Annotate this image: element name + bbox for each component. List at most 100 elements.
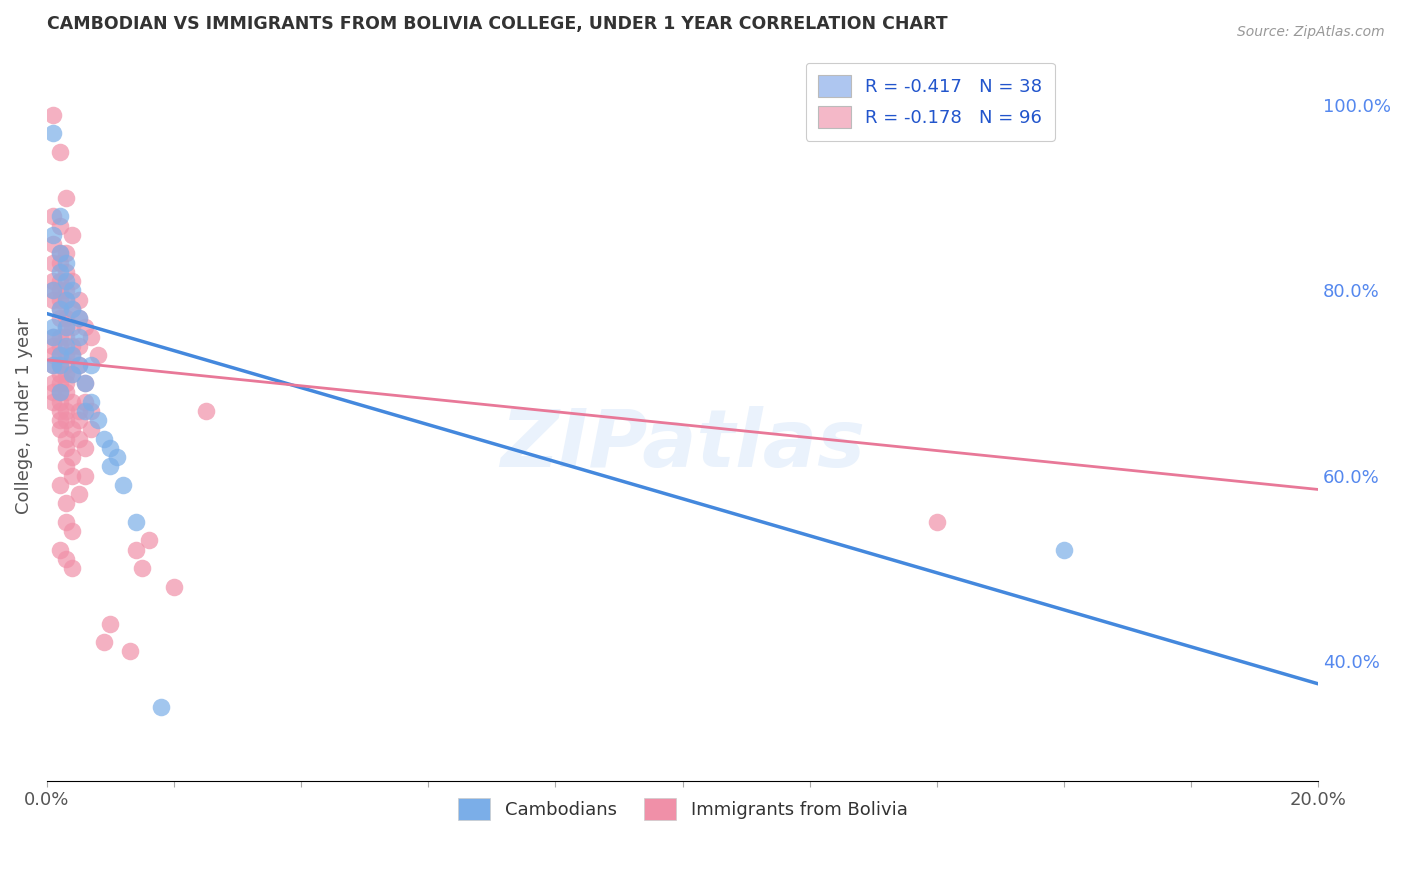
Point	[48, 385, 70, 400]
Point	[48, 339, 70, 353]
Point	[67, 358, 90, 372]
Point	[67, 330, 90, 344]
Point	[55, 348, 77, 362]
Point	[55, 552, 77, 566]
Point	[55, 515, 77, 529]
Point	[150, 700, 173, 714]
Point	[60, 284, 83, 298]
Point	[48, 404, 70, 418]
Point	[87, 348, 110, 362]
Point	[48, 246, 70, 260]
Point	[48, 394, 70, 409]
Point	[48, 367, 70, 381]
Point	[55, 459, 77, 474]
Point	[118, 644, 141, 658]
Point	[60, 367, 83, 381]
Point	[48, 542, 70, 557]
Point	[73, 441, 96, 455]
Point	[42, 284, 65, 298]
Point	[60, 301, 83, 316]
Point	[42, 256, 65, 270]
Text: ZIPatlas: ZIPatlas	[501, 406, 865, 483]
Point	[55, 413, 77, 427]
Point	[73, 404, 96, 418]
Point	[67, 339, 90, 353]
Point	[80, 330, 103, 344]
Point	[60, 561, 83, 575]
Point	[125, 542, 148, 557]
Point	[80, 394, 103, 409]
Point	[55, 367, 77, 381]
Point	[55, 376, 77, 390]
Point	[73, 468, 96, 483]
Point	[60, 348, 83, 362]
Point	[48, 348, 70, 362]
Point	[48, 145, 70, 159]
Point	[48, 301, 70, 316]
Point	[55, 339, 77, 353]
Point	[42, 330, 65, 344]
Point	[42, 330, 65, 344]
Point	[55, 432, 77, 446]
Point	[60, 339, 83, 353]
Point	[48, 284, 70, 298]
Point	[67, 311, 90, 326]
Point	[42, 320, 65, 334]
Point	[42, 358, 65, 372]
Point	[48, 376, 70, 390]
Point	[60, 450, 83, 464]
Point	[93, 635, 115, 649]
Point	[48, 348, 70, 362]
Point	[48, 358, 70, 372]
Point	[60, 301, 83, 316]
Point	[42, 210, 65, 224]
Point	[100, 616, 122, 631]
Point	[48, 301, 70, 316]
Point	[42, 237, 65, 252]
Point	[48, 274, 70, 288]
Point	[55, 284, 77, 298]
Point	[60, 227, 83, 242]
Text: CAMBODIAN VS IMMIGRANTS FROM BOLIVIA COLLEGE, UNDER 1 YEAR CORRELATION CHART: CAMBODIAN VS IMMIGRANTS FROM BOLIVIA COL…	[46, 15, 948, 33]
Point	[48, 311, 70, 326]
Point	[42, 107, 65, 121]
Point	[67, 293, 90, 307]
Point	[42, 394, 65, 409]
Point	[73, 376, 96, 390]
Point	[48, 265, 70, 279]
Point	[55, 385, 77, 400]
Point	[55, 293, 77, 307]
Point	[1053, 542, 1076, 557]
Point	[48, 246, 70, 260]
Point	[60, 367, 83, 381]
Point	[60, 422, 83, 436]
Point	[100, 459, 122, 474]
Point	[55, 311, 77, 326]
Point	[48, 330, 70, 344]
Point	[925, 515, 948, 529]
Point	[55, 496, 77, 510]
Point	[42, 284, 65, 298]
Point	[87, 413, 110, 427]
Point	[67, 311, 90, 326]
Point	[48, 385, 70, 400]
Point	[48, 478, 70, 492]
Point	[55, 320, 77, 334]
Point	[163, 580, 186, 594]
Point	[60, 394, 83, 409]
Point	[67, 432, 90, 446]
Point	[112, 478, 135, 492]
Point	[131, 561, 153, 575]
Point	[55, 358, 77, 372]
Point	[42, 376, 65, 390]
Point	[100, 441, 122, 455]
Point	[60, 524, 83, 538]
Point	[93, 432, 115, 446]
Point	[48, 219, 70, 233]
Point	[42, 293, 65, 307]
Point	[55, 441, 77, 455]
Point	[55, 265, 77, 279]
Point	[125, 515, 148, 529]
Point	[42, 126, 65, 140]
Point	[60, 320, 83, 334]
